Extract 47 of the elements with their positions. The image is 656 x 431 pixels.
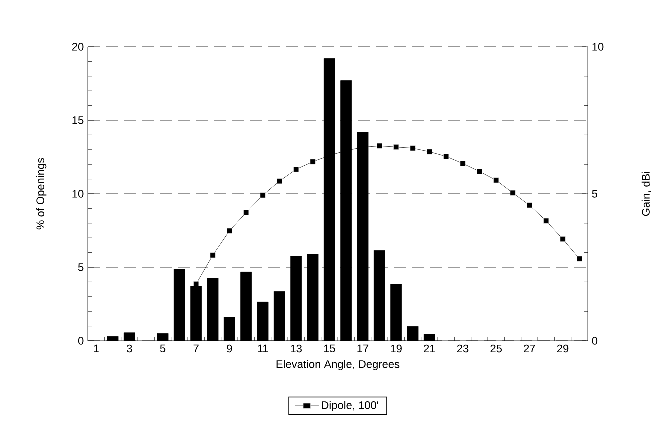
point: [294, 166, 300, 172]
point: [410, 146, 416, 152]
y-axis-title: % of Openings: [36, 158, 47, 230]
x-tick-label: 13: [291, 344, 302, 353]
x-tick-label: 17: [358, 344, 369, 352]
x-tick-label: 5: [160, 344, 166, 353]
x-tick-label: 15: [324, 344, 336, 353]
y-tick-label: 20: [72, 43, 84, 51]
point: [544, 218, 550, 224]
point: [376, 143, 382, 149]
x-tick-label: 9: [227, 344, 232, 353]
point: [476, 168, 482, 174]
x-tick-label: 7: [194, 344, 199, 352]
point: [576, 256, 582, 262]
x-tick-label: 3: [127, 344, 132, 353]
legend-label: Dipole, 100': [322, 401, 378, 412]
point: [260, 192, 266, 198]
y-tick-label: 5: [78, 264, 84, 272]
point: [210, 252, 216, 258]
x-tick-label: 25: [490, 344, 502, 353]
x-tick-label: 21: [424, 344, 436, 353]
x-tick-label: 19: [391, 344, 402, 353]
point: [526, 202, 532, 208]
point: [310, 159, 316, 165]
point: [394, 144, 400, 150]
y2-axis-title: Gain, dBi: [642, 172, 652, 216]
x-tick-label: 29: [557, 344, 569, 353]
y2-tick-label: 0: [592, 337, 598, 345]
point: [494, 178, 500, 184]
point: [244, 210, 250, 216]
point: [560, 236, 566, 242]
point: [510, 190, 516, 196]
x-axis-title: Elevation Angle, Degrees: [276, 360, 400, 370]
y2-tick-label: 5: [592, 190, 598, 198]
x-tick-label: 27: [524, 344, 536, 353]
point: [426, 149, 432, 155]
y-tick-label: 15: [72, 116, 84, 124]
point: [226, 228, 232, 234]
x-tick-label: 23: [457, 344, 469, 353]
point: [444, 154, 450, 160]
x-tick-label: 11: [258, 344, 268, 352]
x-tick-label: 1: [94, 344, 99, 352]
y-tick-label: 10: [72, 190, 84, 198]
point: [276, 178, 282, 184]
y-tick-label: 0: [78, 337, 84, 345]
y2-tick-label: 10: [592, 43, 604, 51]
point: [460, 160, 466, 166]
